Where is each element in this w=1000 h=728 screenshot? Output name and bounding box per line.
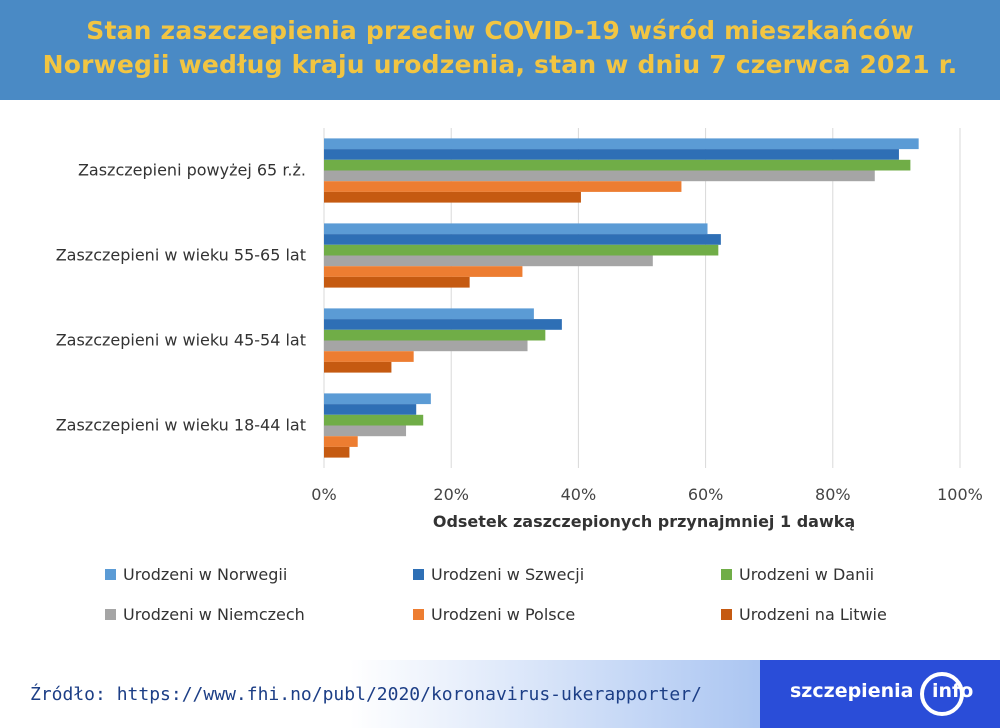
legend-item: Urodzeni w Niemczech bbox=[105, 605, 305, 624]
logo-info-text: info bbox=[932, 680, 974, 702]
bar bbox=[324, 191, 581, 203]
legend-label: Urodzeni w Szwecji bbox=[431, 565, 585, 584]
legend-item: Urodzeni w Szwecji bbox=[413, 565, 584, 584]
x-tick-label: 20% bbox=[433, 485, 469, 504]
category-label: Zaszczepieni powyżej 65 r.ż. bbox=[78, 161, 306, 180]
legend-swatch bbox=[721, 569, 732, 580]
x-tick-labels: 0% 20% 40% 60% 80% 100% bbox=[311, 485, 983, 504]
legend-label: Urodzeni na Litwie bbox=[739, 605, 887, 624]
category-labels: Zaszczepieni powyżej 65 r.ż. Zaszczepieni… bbox=[56, 161, 306, 435]
bar bbox=[324, 149, 899, 160]
legend-item: Urodzeni w Norwegii bbox=[105, 565, 287, 584]
source-link[interactable]: Źródło: https://www.fhi.no/publ/2020/kor… bbox=[30, 684, 702, 705]
legend-item: Urodzeni na Litwie bbox=[721, 605, 887, 624]
legend-swatch bbox=[413, 609, 424, 620]
bar bbox=[324, 425, 407, 437]
chart-title-line-2: Norwegii według kraju urodzenia, stan w … bbox=[42, 50, 958, 79]
bar bbox=[324, 234, 721, 245]
bar bbox=[324, 436, 358, 447]
bar bbox=[324, 138, 919, 150]
bar bbox=[324, 255, 653, 267]
x-tick-label: 0% bbox=[311, 485, 336, 504]
bar bbox=[324, 393, 431, 405]
bar bbox=[324, 319, 562, 330]
bar-chart: Zaszczepieni powyżej 65 r.ż. Zaszczepieni… bbox=[56, 128, 983, 504]
bar bbox=[324, 351, 414, 362]
x-tick-label: 60% bbox=[688, 485, 724, 504]
category-label: Zaszczepieni w wieku 55-65 lat bbox=[56, 246, 306, 265]
bar bbox=[324, 170, 875, 182]
x-tick-label: 80% bbox=[815, 485, 851, 504]
x-tick-label: 40% bbox=[561, 485, 597, 504]
legend-label: Urodzeni w Niemczech bbox=[123, 605, 305, 624]
bar bbox=[324, 266, 523, 277]
bar bbox=[324, 340, 528, 352]
footer: Źródło: https://www.fhi.no/publ/2020/kor… bbox=[0, 660, 1000, 728]
legend-swatch bbox=[721, 609, 732, 620]
bar bbox=[324, 414, 424, 426]
legend-label: Urodzeni w Polsce bbox=[431, 605, 576, 624]
bar bbox=[324, 276, 470, 288]
logo-circle-icon bbox=[920, 672, 964, 716]
header-banner: Stan zaszczepienia przeciw COVID-19 wśró… bbox=[0, 0, 1000, 100]
legend-item: Urodzeni w Danii bbox=[721, 565, 874, 584]
category-label: Zaszczepieni w wieku 45-54 lat bbox=[56, 331, 306, 350]
legend-label: Urodzeni w Norwegii bbox=[123, 565, 288, 584]
bar bbox=[324, 308, 534, 320]
bar bbox=[324, 244, 719, 256]
legend-swatch bbox=[105, 569, 116, 580]
bar bbox=[324, 404, 417, 415]
bar bbox=[324, 181, 682, 192]
legend-item: Urodzeni w Polsce bbox=[413, 605, 575, 624]
bar bbox=[324, 446, 350, 458]
chart-title: Stan zaszczepienia przeciw COVID-19 wśró… bbox=[0, 14, 1000, 82]
bar bbox=[324, 329, 546, 341]
legend-swatch bbox=[105, 609, 116, 620]
legend-label: Urodzeni w Danii bbox=[739, 565, 875, 584]
category-label: Zaszczepieni w wieku 18-44 lat bbox=[56, 416, 306, 435]
logo-text: szczepienia bbox=[790, 680, 914, 702]
bar bbox=[324, 159, 911, 171]
bars bbox=[324, 138, 919, 458]
x-tick-label: 100% bbox=[937, 485, 983, 504]
bar bbox=[324, 223, 708, 235]
legend-swatch bbox=[413, 569, 424, 580]
bar bbox=[324, 361, 392, 373]
x-axis-label: Odsetek zaszczepionych przynajmniej 1 da… bbox=[432, 512, 856, 531]
chart-title-line-1: Stan zaszczepienia przeciw COVID-19 wśró… bbox=[86, 16, 914, 45]
